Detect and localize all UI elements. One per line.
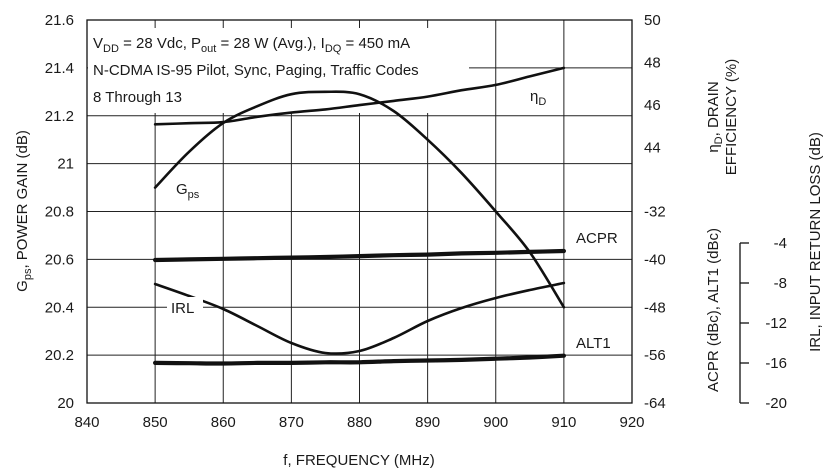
x-axis-title: f, FREQUENCY (MHz) [283, 452, 434, 469]
far-right-tick-label: -4 [774, 235, 787, 252]
series-layer [153, 66, 566, 366]
annotation-line-3: 8 Through 13 [93, 89, 182, 106]
series-label-irl: IRL [171, 300, 194, 317]
right-upper-tick-label: 48 [644, 55, 661, 72]
left-tick-label: 21.2 [45, 108, 74, 125]
x-tick-label: 920 [619, 414, 644, 431]
right-lower-tick-label: -56 [644, 347, 666, 364]
right-lower-axis-title: ACPR (dBc), ALT1 (dBc) [705, 228, 722, 392]
series-alt1-line [153, 353, 566, 366]
far-right-axis-title: IRL, INPUT RETURN LOSS (dB) [807, 132, 824, 352]
annotation-line-1: VDD = 28 Vdc, Pout = 28 W (Avg.), IDQ = … [93, 35, 410, 55]
far-right-tick-label: -8 [774, 275, 787, 292]
right-lower-tick-labels: -32 -40 -48 -56 -64 [644, 204, 666, 413]
x-tick-label: 850 [143, 414, 168, 431]
right-upper-axis-title-line1: ηD, DRAIN [705, 81, 725, 152]
series-label-alt1: ALT1 [576, 335, 611, 352]
left-tick-label: 21.4 [45, 60, 74, 77]
x-tick-label: 890 [415, 414, 440, 431]
left-axis-title: Gps, POWER GAIN (dB) [14, 130, 34, 292]
left-tick-label: 20.6 [45, 251, 74, 268]
right-upper-tick-label: 50 [644, 12, 661, 29]
series-label-etaD: ηD [530, 88, 546, 108]
plot-frame [86, 19, 633, 404]
x-tick-label: 880 [347, 414, 372, 431]
x-tick-label: 910 [551, 414, 576, 431]
left-tick-label: 20.2 [45, 347, 74, 364]
acpr-label-bg [574, 227, 626, 247]
left-tick-label: 20 [57, 395, 74, 412]
series-etaD-line [153, 66, 566, 126]
x-tick-label: 860 [211, 414, 236, 431]
series-irl-line [153, 281, 566, 355]
far-right-tick-label: -12 [765, 315, 787, 332]
series-label-acpr: ACPR [576, 230, 618, 247]
right-lower-tick-label: -48 [644, 299, 666, 316]
series-labels: ηD Gps ACPR IRL ALT1 [167, 88, 626, 352]
x-tick-labels: 840 850 860 870 880 890 900 910 920 [74, 414, 644, 431]
right-upper-tick-labels: 44 46 48 50 [644, 12, 661, 157]
right-lower-tick-label: -64 [644, 395, 666, 412]
left-tick-label: 20.8 [45, 204, 74, 221]
x-tick-label: 870 [279, 414, 304, 431]
right-upper-axis-title-line2: EFFICIENCY (%) [723, 59, 740, 175]
x-tick-label: 840 [74, 414, 99, 431]
far-right-axis: -4 -8 -12 -16 -20 [739, 235, 787, 412]
alt1-label-bg [574, 332, 620, 352]
irl-label-bg [167, 297, 203, 317]
right-lower-tick-label: -32 [644, 204, 666, 221]
right-upper-tick-label: 46 [644, 97, 661, 114]
right-upper-tick-label: 44 [644, 140, 661, 157]
annotation-line-2: N-CDMA IS-95 Pilot, Sync, Paging, Traffi… [93, 62, 419, 79]
left-tick-label: 20.4 [45, 299, 74, 316]
series-label-gps: Gps [176, 181, 200, 201]
x-tick-label: 900 [483, 414, 508, 431]
series-acpr-line [153, 248, 566, 263]
left-y-tick-labels: 20 20.2 20.4 20.6 20.8 21 21.2 21.4 21.6 [45, 12, 74, 412]
far-right-tick-label: -20 [765, 395, 787, 412]
far-right-tick-label: -16 [765, 355, 787, 372]
right-lower-tick-label: -40 [644, 251, 666, 268]
left-tick-label: 21 [57, 156, 74, 173]
left-tick-label: 21.6 [45, 12, 74, 29]
